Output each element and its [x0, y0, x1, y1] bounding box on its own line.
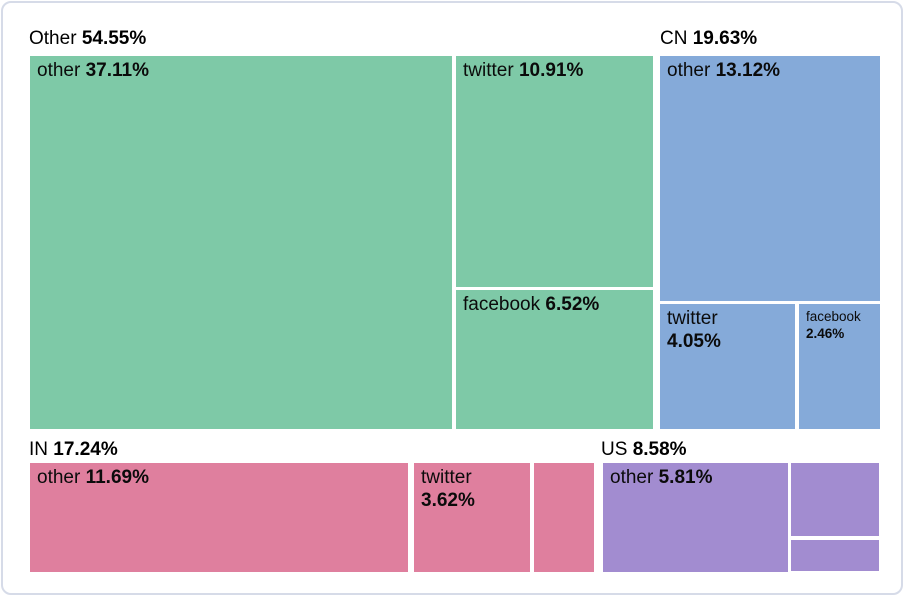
cell-value: 3.62% — [421, 490, 475, 511]
cell-cn-twitter[interactable]: twitter 4.05% — [660, 304, 795, 429]
cell-cn-facebook[interactable]: facebook 2.46% — [799, 304, 880, 429]
group-name: US — [601, 439, 633, 460]
group-name: CN — [660, 28, 693, 49]
group-label-other: Other 54.55% — [29, 27, 146, 50]
cell-label: other — [37, 60, 86, 81]
cell-label: other — [610, 467, 659, 488]
group-name: Other — [29, 28, 82, 49]
cell-cn-other[interactable]: other 13.12% — [660, 56, 880, 301]
cell-value: 13.12% — [715, 60, 781, 81]
cell-value: 10.91% — [518, 60, 584, 81]
group-value: 54.55% — [81, 28, 147, 49]
cell-label: facebook — [806, 309, 861, 324]
cell-in-other[interactable]: other 11.69% — [30, 463, 408, 572]
cell-value: 4.05% — [667, 331, 721, 352]
group-label-in: IN 17.24% — [29, 438, 118, 461]
cell-other-facebook[interactable]: facebook 6.52% — [456, 290, 653, 429]
cell-value: 2.46% — [806, 326, 845, 341]
cell-in-twitter[interactable]: twitter 3.62% — [414, 463, 530, 572]
group-value: 17.24% — [53, 439, 118, 460]
group-label-cn: CN 19.63% — [660, 27, 757, 50]
cell-other-twitter[interactable]: twitter 10.91% — [456, 56, 653, 287]
cell-us-unlabeled-3[interactable] — [791, 540, 879, 571]
cell-value: 11.69% — [85, 467, 149, 488]
group-value: 8.58% — [632, 439, 687, 460]
cell-label: twitter — [463, 60, 519, 81]
cell-label: other — [667, 60, 716, 81]
cell-label: twitter — [421, 467, 472, 488]
cell-other-other[interactable]: other 37.11% — [30, 56, 452, 429]
cell-label: twitter — [667, 308, 718, 329]
cell-us-unlabeled-2[interactable] — [791, 463, 879, 536]
cell-value: 6.52% — [545, 294, 600, 315]
cell-value: 5.81% — [658, 467, 713, 488]
cell-in-unlabeled-3[interactable] — [534, 463, 594, 572]
cell-us-other[interactable]: other 5.81% — [603, 463, 788, 572]
cell-label: other — [37, 467, 86, 488]
group-value: 19.63% — [692, 28, 758, 49]
cell-label: facebook — [463, 294, 546, 315]
group-label-us: US 8.58% — [601, 438, 687, 461]
group-name: IN — [29, 439, 54, 460]
cell-value: 37.11% — [85, 60, 149, 81]
